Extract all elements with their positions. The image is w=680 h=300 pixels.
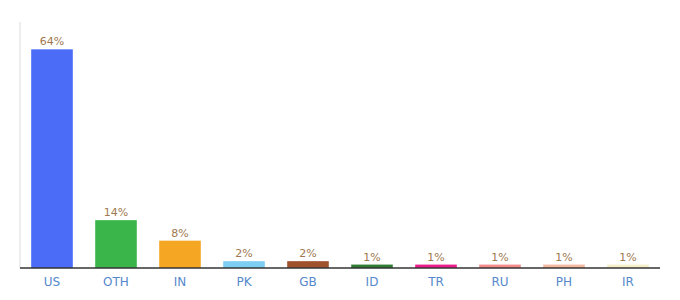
y-range-line	[20, 22, 21, 268]
data-label: 1%	[491, 251, 508, 264]
data-label: 2%	[235, 247, 252, 260]
chart-container: 64% 14% 8% 2% 2% 1% 1% 1% 1% 1% US OTH IN PK GB ID TR RU P…	[0, 0, 680, 300]
chart: 64% 14% 8% 2% 2% 1% 1% 1% 1% 1% US OTH IN PK GB ID TR RU P…	[0, 0, 680, 300]
x-tick-label: ID	[366, 275, 379, 289]
bars	[31, 49, 649, 268]
bar	[287, 261, 329, 268]
x-tick-label: OTH	[103, 275, 129, 289]
data-label: 14%	[104, 206, 128, 219]
x-tick-label: RU	[491, 275, 508, 289]
data-label: 1%	[619, 251, 636, 264]
x-axis	[20, 267, 660, 269]
x-tick-label: PK	[236, 275, 252, 289]
bar	[159, 241, 201, 268]
bar	[223, 261, 265, 268]
x-tick-label: TR	[427, 275, 444, 289]
bar	[31, 49, 73, 268]
bar	[95, 220, 137, 268]
data-label: 64%	[40, 35, 64, 48]
data-label: 1%	[427, 251, 444, 264]
x-tick-label: IR	[622, 275, 634, 289]
data-label: 1%	[363, 251, 380, 264]
x-tick-label: US	[44, 275, 60, 289]
data-label: 1%	[555, 251, 572, 264]
data-labels: 64% 14% 8% 2% 2% 1% 1% 1% 1% 1%	[40, 35, 637, 263]
x-tick-label: GB	[299, 275, 317, 289]
x-tick-label: IN	[174, 275, 187, 289]
data-label: 8%	[171, 227, 188, 240]
data-label: 2%	[299, 247, 316, 260]
x-tick-label: PH	[556, 275, 572, 289]
x-tick-labels: US OTH IN PK GB ID TR RU PH IR	[44, 275, 634, 289]
